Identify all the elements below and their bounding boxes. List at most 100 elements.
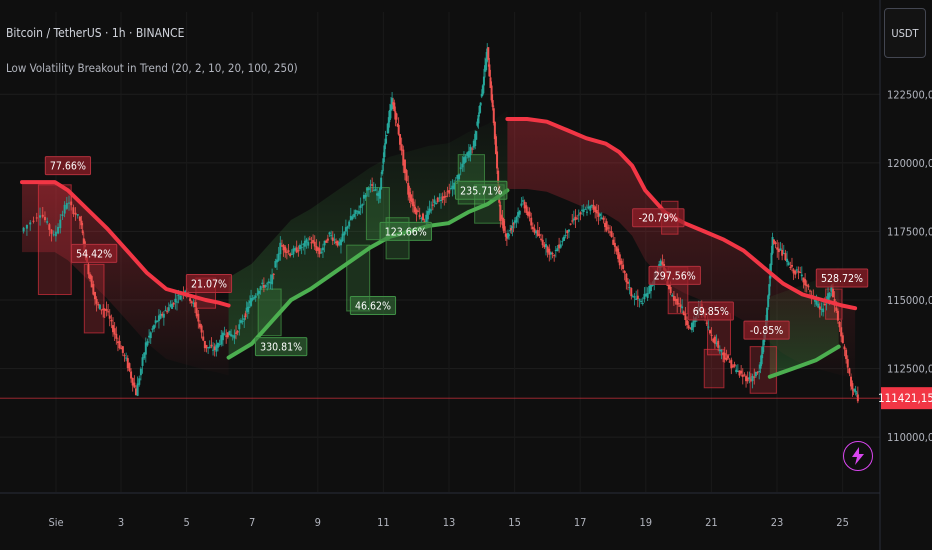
candle-body bbox=[838, 321, 841, 328]
candle-body bbox=[615, 246, 618, 252]
candle-body bbox=[453, 182, 456, 190]
candle-body bbox=[705, 322, 708, 324]
candle-body bbox=[198, 323, 201, 328]
candle-body bbox=[449, 188, 452, 190]
candle-body bbox=[97, 303, 100, 306]
candle-body bbox=[105, 308, 108, 311]
candle-body bbox=[582, 209, 585, 213]
candle-body bbox=[707, 326, 710, 328]
candle-body bbox=[41, 214, 44, 217]
candle-body bbox=[289, 253, 292, 256]
candle-body bbox=[472, 140, 475, 148]
candle-body bbox=[134, 388, 137, 396]
candle-body bbox=[230, 334, 233, 337]
candle-body bbox=[733, 364, 736, 367]
candle-body bbox=[574, 216, 577, 221]
breakout-label: 330.81% bbox=[254, 337, 308, 357]
candle-body bbox=[766, 307, 769, 323]
candle-body bbox=[633, 296, 636, 298]
candle-body bbox=[89, 274, 92, 280]
breakout-label-text: 69.85% bbox=[693, 306, 729, 318]
candle-body bbox=[377, 192, 380, 197]
breakout-label-text: 235.71% bbox=[460, 185, 502, 197]
x-tick-label: 5 bbox=[183, 516, 189, 529]
candle-body bbox=[349, 215, 352, 221]
symbol-title[interactable]: Bitcoin / TetherUS · 1h · BINANCE bbox=[6, 26, 185, 40]
candle-body bbox=[115, 333, 118, 339]
candle-body bbox=[280, 245, 283, 247]
candle-body bbox=[496, 151, 499, 169]
candle-body bbox=[438, 197, 441, 199]
candle-body bbox=[546, 246, 549, 253]
candle-body bbox=[768, 284, 771, 296]
breakout-label: -20.79% bbox=[632, 208, 685, 228]
candle-body bbox=[484, 65, 487, 72]
candle-body bbox=[818, 306, 821, 310]
candle-body bbox=[394, 111, 397, 120]
candle-body bbox=[571, 220, 574, 222]
candle-body bbox=[533, 228, 536, 233]
candle-body bbox=[476, 121, 479, 126]
candle-body bbox=[848, 368, 851, 374]
candle-body bbox=[770, 252, 773, 266]
candle-body bbox=[854, 390, 857, 392]
candle-body bbox=[100, 309, 103, 311]
candle-body bbox=[462, 157, 465, 164]
candle-body bbox=[485, 58, 488, 71]
candle-body bbox=[536, 230, 539, 236]
candle-body bbox=[50, 229, 53, 234]
candle-body bbox=[70, 201, 73, 206]
candle-body bbox=[677, 303, 680, 305]
candle-body bbox=[433, 199, 436, 204]
candle-body bbox=[123, 355, 126, 357]
candle-body bbox=[728, 361, 731, 363]
candle-body bbox=[415, 209, 418, 215]
candle-body bbox=[760, 354, 763, 365]
candle-body bbox=[541, 239, 544, 246]
candle-body bbox=[262, 284, 265, 288]
breakout-label: 46.62% bbox=[349, 295, 397, 315]
candle-body bbox=[362, 194, 365, 199]
candle-body bbox=[382, 158, 385, 164]
breakout-label-text: 330.81% bbox=[260, 342, 302, 354]
candle-body bbox=[626, 281, 629, 284]
candle-body bbox=[815, 300, 818, 305]
candle-body bbox=[294, 248, 297, 251]
candle-body bbox=[799, 271, 802, 273]
lightning-bolt-icon[interactable] bbox=[843, 441, 873, 471]
candle-body bbox=[146, 341, 149, 346]
candle-body bbox=[376, 193, 379, 196]
candle-body bbox=[161, 313, 164, 316]
candle-body bbox=[817, 303, 820, 308]
candle-body bbox=[771, 237, 774, 254]
candle-body bbox=[256, 293, 259, 295]
candle-body bbox=[210, 344, 213, 347]
candle-body bbox=[506, 233, 509, 238]
candle-body bbox=[244, 313, 247, 318]
candle-body bbox=[482, 76, 485, 86]
candle-body bbox=[740, 370, 743, 374]
candle-body bbox=[690, 322, 693, 331]
candle-body bbox=[567, 229, 570, 232]
candle-body bbox=[850, 376, 853, 387]
candle-body bbox=[461, 163, 464, 168]
candle-body bbox=[448, 190, 451, 194]
breakout-label-text: 123.66% bbox=[385, 226, 427, 238]
indicator-legend[interactable]: Low Volatility Breakout in Trend (20, 2,… bbox=[6, 61, 298, 75]
candle-body bbox=[530, 217, 533, 226]
candle-body bbox=[290, 254, 293, 256]
currency-button[interactable]: USDT bbox=[884, 8, 926, 58]
trend-line bbox=[226, 188, 510, 360]
candle-body bbox=[39, 215, 42, 218]
candle-body bbox=[823, 303, 826, 305]
candle-body bbox=[659, 260, 662, 268]
candle-body bbox=[597, 212, 600, 217]
candle-body bbox=[388, 109, 391, 120]
candle-body bbox=[92, 284, 95, 295]
candle-body bbox=[335, 241, 338, 244]
candle-body bbox=[231, 335, 234, 337]
candle-body bbox=[525, 205, 528, 213]
candle-body bbox=[731, 365, 734, 368]
candle-body bbox=[630, 288, 633, 297]
